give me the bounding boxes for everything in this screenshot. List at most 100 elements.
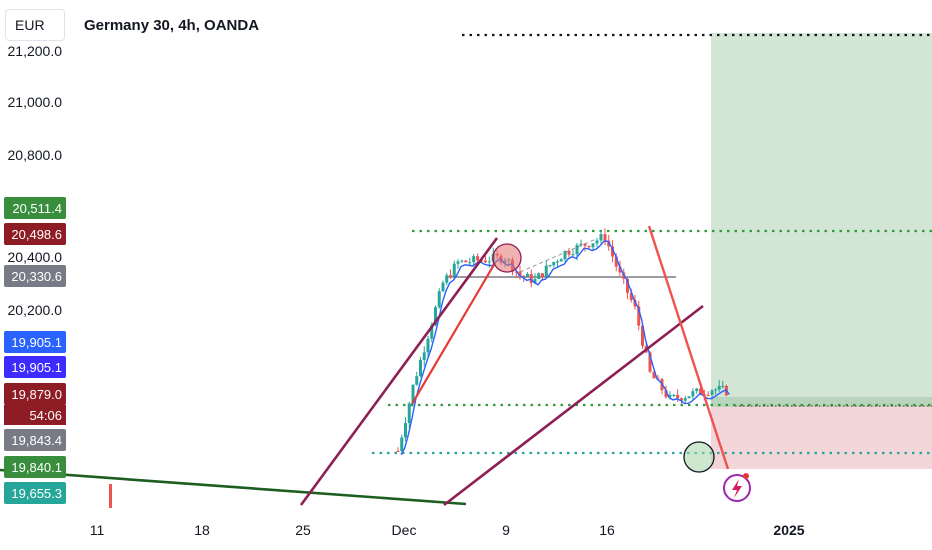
wedge-upper-line[interactable] bbox=[299, 237, 499, 506]
candle-body bbox=[109, 484, 112, 508]
price-tag: 19,905.1 bbox=[4, 356, 66, 378]
candle-body bbox=[404, 422, 407, 438]
candle-body bbox=[603, 234, 607, 241]
price-tag: 19,840.1 bbox=[4, 456, 66, 478]
candle-body bbox=[552, 262, 556, 266]
rally-trendline[interactable] bbox=[411, 262, 496, 405]
candle-body bbox=[614, 256, 618, 267]
top-circle-marker[interactable] bbox=[492, 243, 522, 273]
candle-body bbox=[721, 385, 725, 387]
lightning-icon[interactable] bbox=[723, 473, 751, 502]
candle-body bbox=[472, 256, 476, 263]
candle-body bbox=[426, 338, 430, 353]
x-tick-label: 9 bbox=[502, 522, 510, 538]
candle-body bbox=[567, 250, 571, 255]
candle-body bbox=[544, 265, 548, 278]
candle-body bbox=[548, 265, 552, 267]
candle-body bbox=[668, 395, 672, 397]
candle-body bbox=[407, 403, 411, 423]
candle-body bbox=[629, 292, 633, 301]
x-tick-label: 25 bbox=[295, 522, 311, 538]
y-tick-label: 20,200.0 bbox=[8, 302, 63, 318]
candle-body bbox=[533, 278, 537, 283]
candle-body bbox=[422, 352, 426, 360]
candle-body bbox=[652, 371, 656, 379]
candle-body bbox=[449, 275, 452, 278]
candle-body bbox=[595, 240, 599, 244]
candle-body bbox=[683, 398, 687, 401]
candle-body bbox=[400, 437, 404, 451]
x-tick-label: 16 bbox=[599, 522, 615, 538]
candle-body bbox=[587, 245, 591, 248]
candle-body bbox=[537, 273, 541, 279]
candle-body bbox=[522, 275, 526, 278]
candle-body bbox=[695, 388, 699, 392]
symbol-title[interactable]: Germany 30, 4h, OANDA bbox=[84, 17, 260, 34]
candle-body bbox=[415, 376, 419, 385]
y-tick-label: 21,200.0 bbox=[8, 43, 63, 59]
entry-zone bbox=[711, 397, 932, 407]
candle-body bbox=[706, 394, 710, 396]
candle-body bbox=[464, 260, 468, 263]
candle-body bbox=[541, 273, 544, 278]
candle-body bbox=[476, 256, 480, 261]
profit-zone bbox=[711, 33, 932, 397]
candle-body bbox=[699, 388, 703, 395]
candle-body bbox=[714, 389, 718, 391]
candle-body bbox=[487, 261, 491, 263]
candle-body bbox=[672, 394, 676, 396]
x-tick-label: 18 bbox=[194, 522, 210, 538]
price-tag: 19,879.0 bbox=[4, 383, 66, 405]
candle-body bbox=[633, 300, 637, 307]
candle-body bbox=[518, 271, 522, 276]
candle-body bbox=[710, 390, 714, 395]
candle-body bbox=[437, 291, 441, 308]
descending-trendline[interactable] bbox=[647, 225, 730, 470]
candles-group bbox=[109, 228, 728, 508]
x-tick-label: Dec bbox=[392, 522, 417, 538]
y-tick-label: 21,000.0 bbox=[8, 94, 63, 110]
candle-body bbox=[599, 234, 603, 241]
bottom-circle-marker[interactable] bbox=[683, 441, 715, 473]
bar-countdown: 54:06 bbox=[4, 405, 66, 425]
candle-body bbox=[717, 386, 721, 390]
candle-body bbox=[591, 243, 595, 248]
candle-body bbox=[583, 243, 587, 246]
moving-average-line bbox=[400, 240, 730, 456]
candle-body bbox=[687, 396, 691, 399]
candle-body bbox=[691, 391, 695, 397]
candle-body bbox=[618, 266, 622, 273]
price-tag: 20,511.4 bbox=[4, 197, 66, 219]
candle-body bbox=[460, 260, 464, 262]
y-tick-label: 20,400.0 bbox=[8, 249, 63, 265]
candle-body bbox=[611, 246, 614, 257]
candle-body bbox=[626, 278, 629, 293]
price-tag: 19,655.3 bbox=[4, 482, 66, 504]
currency-selector[interactable]: EUR bbox=[5, 9, 65, 41]
price-tag: 20,330.6 bbox=[4, 265, 66, 287]
candle-body bbox=[434, 307, 437, 326]
candle-body bbox=[514, 271, 518, 273]
candle-body bbox=[468, 262, 472, 264]
price-tag: 19,905.1 bbox=[4, 331, 66, 353]
long-term-trendline[interactable] bbox=[0, 468, 467, 506]
loss-zone bbox=[711, 407, 932, 469]
candle-body bbox=[556, 261, 559, 263]
candle-body bbox=[419, 359, 422, 377]
candle-body bbox=[664, 390, 668, 397]
candle-body bbox=[679, 398, 683, 401]
y-tick-label: 20,800.0 bbox=[8, 147, 63, 163]
x-tick-label: 11 bbox=[90, 522, 105, 538]
candle-body bbox=[575, 245, 579, 255]
candle-body bbox=[559, 259, 563, 262]
candle-body bbox=[563, 250, 567, 260]
candle-body bbox=[452, 263, 456, 278]
candle-body bbox=[641, 325, 644, 346]
candle-body bbox=[441, 282, 445, 292]
candle-body bbox=[648, 352, 652, 372]
candle-body bbox=[529, 273, 533, 283]
wedge-lower-line[interactable] bbox=[443, 304, 704, 507]
candle-body bbox=[637, 306, 641, 326]
candle-body bbox=[526, 273, 529, 278]
